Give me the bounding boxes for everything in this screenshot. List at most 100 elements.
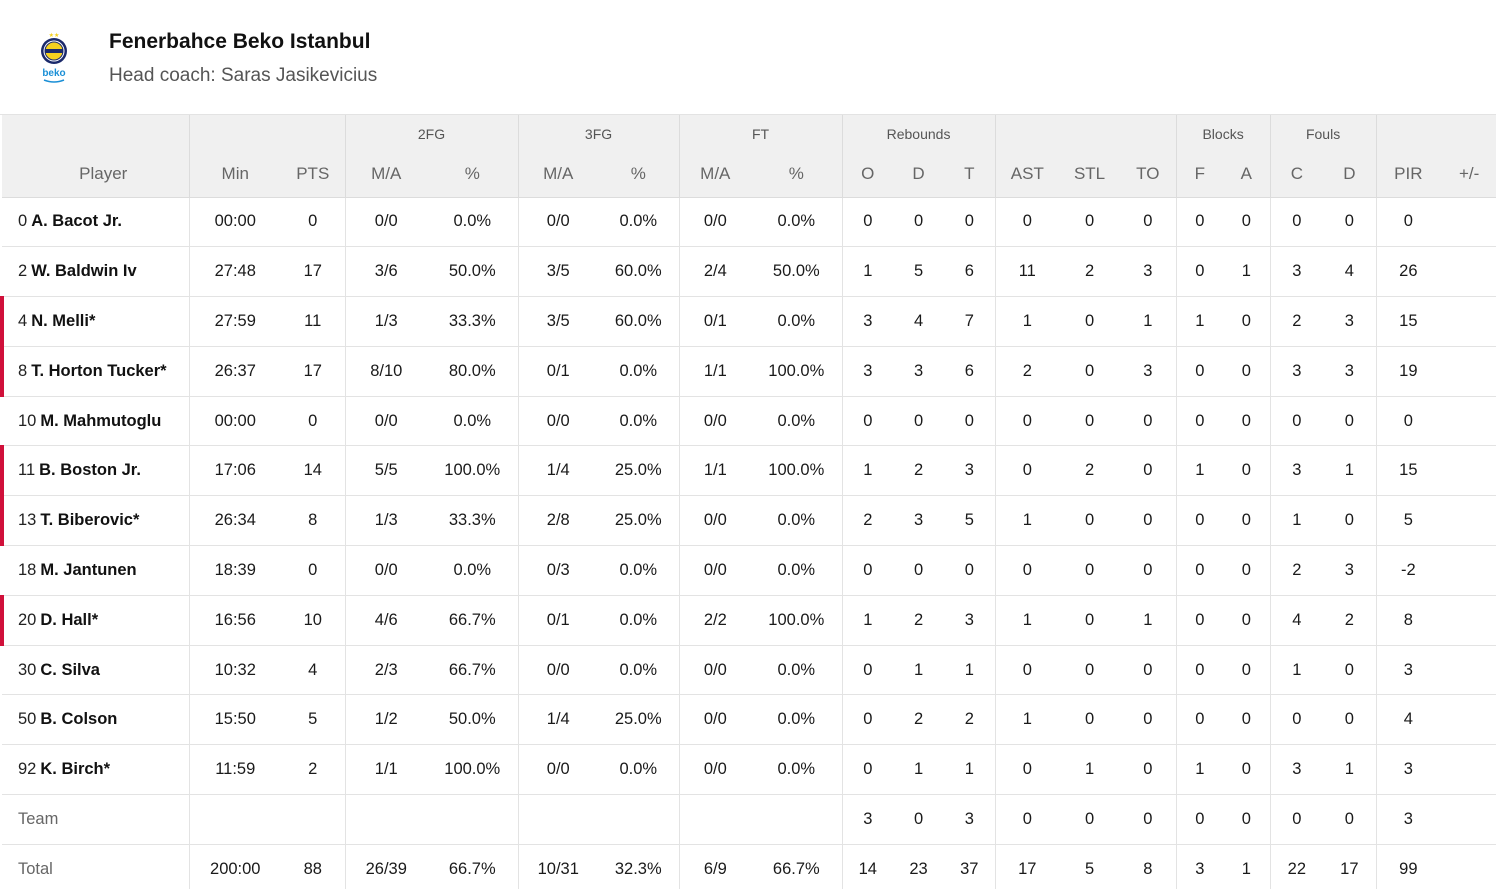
player-cell: 30 C. Silva (2, 645, 189, 696)
stat-cell: 0 (1059, 794, 1121, 845)
column-header[interactable]: T (944, 151, 996, 198)
stat-cell: 0.0% (751, 495, 843, 547)
stat-cell: 2 (893, 445, 945, 497)
table-row[interactable]: 50 B. Colson 15:50 5 1/2 50.0% 1/4 25.0% 0/0 0.0%… (2, 694, 1496, 746)
stat-cell: 0 (1059, 296, 1121, 347)
stat-cell: 0 (1120, 495, 1177, 547)
player-name-link[interactable]: M. Jantunen (40, 560, 137, 579)
column-header[interactable]: Player (2, 151, 189, 198)
stat-cell: 10/31 (517, 844, 599, 889)
stat-cell: 0.0% (427, 545, 519, 596)
player-name-link[interactable]: M. Mahmutoglu (40, 411, 162, 430)
player-cell: 18 M. Jantunen (2, 545, 189, 596)
table-row[interactable]: 20 D. Hall* 16:56 10 4/6 66.7% 0/1 0.0% 2/2 100.0… (0, 595, 1496, 646)
player-name-link[interactable]: N. Melli* (31, 311, 96, 330)
stat-cell: 0/0 (344, 197, 427, 248)
stat-cell: 3 (1323, 296, 1377, 347)
stat-cell: 1 (893, 744, 945, 796)
head-coach: Head coach: Saras Jasikevicius (109, 65, 378, 86)
column-header[interactable]: % (427, 151, 519, 198)
player-name-link[interactable]: A. Bacot Jr. (31, 212, 122, 231)
player-name-link[interactable]: T. Biberovic* (40, 511, 140, 530)
table-row[interactable]: 0 A. Bacot Jr. 00:00 0 0/0 0.0% 0/0 0.0% 0/0 0.0%… (2, 197, 1496, 248)
stat-cell: 3 (1269, 445, 1324, 497)
table-row[interactable]: 13 T. Biberovic* 26:34 8 1/3 33.3% 2/8 25.0% 0/0… (0, 495, 1496, 547)
table-row[interactable]: 4 N. Melli* 27:59 11 1/3 33.3% 3/5 60.0% 0/1 0.0%… (0, 296, 1496, 347)
stat-cell: 0 (1059, 197, 1121, 248)
table-row[interactable]: 8 T. Horton Tucker* 26:37 17 8/10 80.0% 0/1 0.0… (0, 346, 1496, 397)
column-header[interactable]: +/- (1440, 151, 1496, 198)
column-header[interactable]: PTS (281, 151, 345, 198)
stat-cell: 0 (841, 694, 894, 746)
stat-cell: 2 (1059, 246, 1121, 298)
column-header[interactable]: % (751, 151, 843, 198)
player-name-link[interactable]: T. Horton Tucker* (31, 361, 167, 380)
stat-cell: 0 (1269, 197, 1324, 248)
stat-cell: 60.0% (598, 246, 680, 298)
column-header[interactable]: Min (188, 151, 281, 198)
column-header[interactable]: C (1269, 151, 1324, 198)
column-header[interactable]: TO (1120, 151, 1177, 198)
player-cell: 50 B. Colson (2, 694, 189, 746)
column-header[interactable]: STL (1059, 151, 1121, 198)
stat-cell: 26:34 (188, 495, 281, 547)
stat-cell: 0.0% (751, 396, 843, 447)
stat-cell: 0.0% (598, 396, 680, 447)
stat-cell: 3 (1323, 545, 1377, 596)
player-name-link[interactable]: C. Silva (40, 660, 100, 679)
column-header[interactable]: AST (994, 151, 1060, 198)
column-header[interactable]: PIR (1375, 151, 1441, 198)
table-row[interactable]: 10 M. Mahmutoglu 00:00 0 0/0 0.0% 0/0 0.0% 0/0 0.… (2, 396, 1496, 447)
stat-cell: 25.0% (598, 495, 680, 547)
svg-text:beko: beko (42, 68, 65, 79)
player-name-link[interactable]: D. Hall* (40, 610, 99, 629)
stat-cell: 1 (1269, 645, 1324, 696)
column-header[interactable]: % (598, 151, 680, 198)
player-name-link[interactable]: B. Colson (40, 710, 118, 729)
stat-cell: 3 (944, 445, 996, 497)
column-header[interactable]: D (1323, 151, 1377, 198)
stat-cell: 1 (1120, 296, 1177, 347)
stat-cell: 0 (893, 396, 945, 447)
column-header[interactable]: M/A (517, 151, 599, 198)
column-header[interactable]: M/A (678, 151, 752, 198)
stat-cell: 1/3 (344, 296, 427, 347)
table-row[interactable]: 18 M. Jantunen 18:39 0 0/0 0.0% 0/3 0.0% 0/0 0.0%… (2, 545, 1496, 596)
stat-cell: 0.0% (751, 296, 843, 347)
stat-cell: 4 (1269, 595, 1324, 646)
stat-cell: 3 (841, 346, 894, 397)
column-header[interactable]: M/A (344, 151, 427, 198)
column-header[interactable]: A (1223, 151, 1271, 198)
stat-cell (1440, 246, 1496, 298)
column-header[interactable]: O (841, 151, 894, 198)
table-row[interactable]: 2 W. Baldwin Iv 27:48 17 3/6 50.0% 3/5 60.0% 2/4… (2, 246, 1496, 298)
stat-cell: 1 (1175, 744, 1224, 796)
stat-cell: 0 (1175, 595, 1224, 646)
stat-cell: 25.0% (598, 694, 680, 746)
stat-cell: 0/0 (678, 545, 752, 596)
player-name-link[interactable]: W. Baldwin Iv (31, 262, 137, 281)
stat-cell (1440, 545, 1496, 596)
stat-cell: 0.0% (598, 346, 680, 397)
stat-cell: 0 (994, 744, 1060, 796)
stat-cell: 33.3% (427, 495, 519, 547)
stat-cell: 4 (281, 645, 345, 696)
table-row[interactable]: 11 B. Boston Jr. 17:06 14 5/5 100.0% 1/4 25.0% 1… (0, 445, 1496, 497)
stat-cell: 11:59 (188, 744, 281, 796)
table-row[interactable]: 92 K. Birch* 11:59 2 1/1 100.0% 0/0 0.0% 0/0 0.0%… (2, 744, 1496, 796)
stat-cell: 3 (1375, 744, 1441, 796)
stat-cell (344, 794, 427, 845)
stat-cell: 0/0 (678, 197, 752, 248)
player-number: 11 (18, 461, 36, 480)
stat-cell: 100.0% (427, 744, 519, 796)
stat-cell: 0 (994, 445, 1060, 497)
table-row[interactable]: 30 C. Silva 10:32 4 2/3 66.7% 0/0 0.0% 0/0 0.0% 0 1… (2, 645, 1496, 696)
stat-cell: 0 (944, 396, 996, 447)
column-header[interactable]: D (893, 151, 945, 198)
player-name-link[interactable]: K. Birch* (40, 760, 111, 779)
column-header[interactable]: F (1175, 151, 1224, 198)
stat-cell: 3/5 (517, 296, 599, 347)
stat-cell: 1/1 (678, 346, 752, 397)
stat-cell: 0 (1375, 396, 1441, 447)
player-name-link[interactable]: B. Boston Jr. (39, 461, 141, 480)
